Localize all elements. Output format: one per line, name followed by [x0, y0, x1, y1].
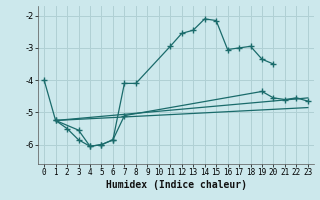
- X-axis label: Humidex (Indice chaleur): Humidex (Indice chaleur): [106, 180, 246, 190]
